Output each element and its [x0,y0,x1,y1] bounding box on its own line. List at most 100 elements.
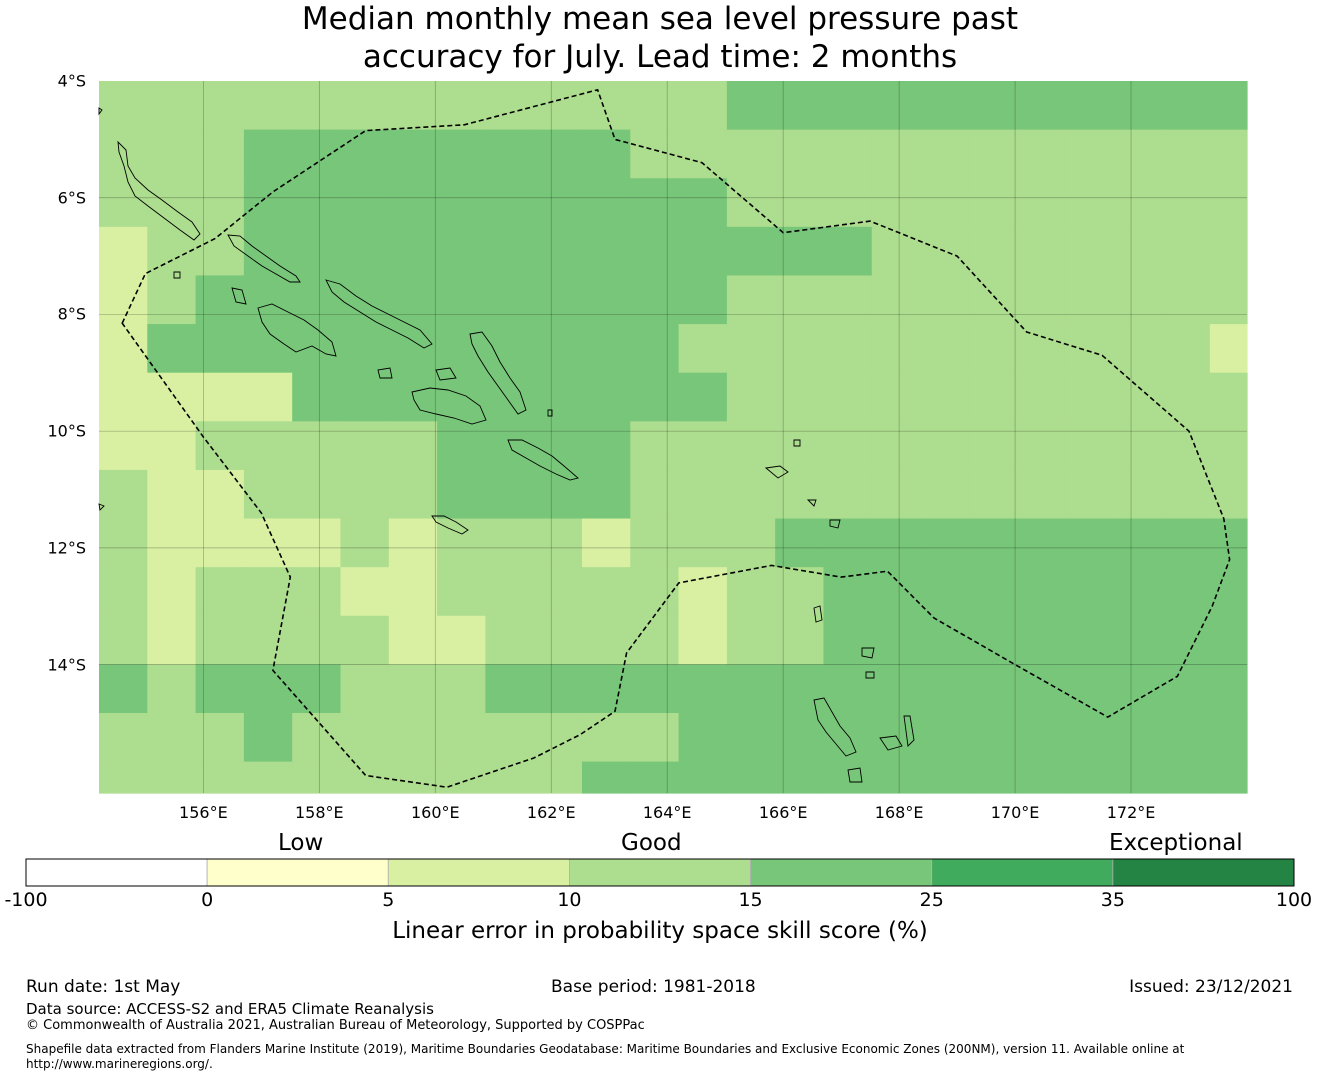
category-low: Low [278,830,324,856]
skill-cell [581,469,631,520]
skill-cell [1209,567,1248,617]
skill-cell [147,469,197,520]
skill-cell [195,178,245,228]
skill-cell [1113,421,1163,471]
skill-cell [533,469,583,520]
skill-cell [99,712,148,763]
skill-cell [340,469,390,520]
skill-cell [775,761,825,794]
island-small-2 [98,107,103,116]
skill-cell [968,567,1018,617]
skill-cell [533,129,583,179]
longitude-label: 166°E [758,803,808,822]
colorbar-tick-label: 0 [201,889,214,911]
skill-cell [1016,664,1066,714]
skill-cell [775,324,825,374]
skill-cell [678,81,728,131]
skill-cell [340,178,390,228]
longitude-label: 156°E [179,803,228,822]
skill-cell [630,761,680,794]
copyright: © Commonwealth of Australia 2021, Austra… [26,1018,645,1033]
island-choiseul [227,234,301,283]
skill-cell [99,226,148,277]
skill-cell [485,275,535,325]
skill-cell [147,761,197,794]
skill-cell [243,664,293,714]
island-rennell [431,515,469,535]
category-good: Good [621,830,682,856]
skill-cell [533,761,583,794]
island-malekula [879,735,903,751]
longitude-label: 168°E [874,803,924,822]
skill-cell [726,518,776,568]
skill-cell [1064,372,1114,422]
skill-cell [292,421,342,471]
skill-cell [726,129,776,179]
skill-cell [1113,469,1163,520]
skill-cell [292,372,342,422]
skill-cell [243,372,293,422]
skill-cell [1209,761,1248,794]
skill-cell [823,469,873,520]
skill-cell [1161,178,1211,228]
skill-cell [871,615,921,665]
longitude-label: 160°E [410,803,460,822]
latitude-label: 4°S [57,71,86,91]
skill-cell [533,567,583,617]
colorbar-tick-label: -100 [4,889,48,911]
skill-cell [775,469,825,520]
skill-cell [99,421,148,471]
skill-cell [485,615,535,665]
skill-cell [1064,129,1114,179]
skill-cell [292,178,342,228]
skill-cell [292,81,342,131]
skill-cell [292,615,342,665]
skill-cell [1113,129,1163,179]
island-shortlands [231,287,247,305]
skill-cell [1064,178,1114,228]
skill-cell [533,324,583,374]
skill-cell [968,372,1018,422]
base-period: Base period: 1981-2018 [551,977,756,997]
skill-cell [678,421,728,471]
skill-cell [437,712,486,763]
skill-cell [775,275,825,325]
skill-cell [775,615,825,665]
skill-cell [533,421,583,471]
skill-cell [1113,712,1163,763]
island-nggela [435,367,457,381]
skill-cell [195,129,245,179]
skill-cell [678,275,728,325]
skill-cell [630,567,680,617]
skill-cell [243,226,293,277]
skill-cell [871,664,921,714]
skill-cell [388,129,438,179]
skill-cell [243,615,293,665]
skill-cell [1113,372,1163,422]
skill-cell [1113,567,1163,617]
skill-cell [678,372,728,422]
skill-cell [485,226,535,277]
island-sikaiana [547,409,553,417]
skill-cell [920,324,969,374]
skill-cell [581,324,631,374]
skill-cell [823,567,873,617]
island-small-3 [98,503,105,511]
island-malaita [469,331,527,415]
skill-cell [437,372,486,422]
shapefile-credit-line-2: http://www.marineregions.org/. [26,1057,213,1071]
skill-cell [1016,226,1066,277]
skill-cell [99,615,148,665]
skill-cell [1064,421,1114,471]
skill-cell [726,372,776,422]
skill-cell [726,81,776,131]
skill-cell [1209,324,1248,374]
skill-cell [195,275,245,325]
skill-cell [1064,469,1114,520]
skill-cell [871,226,921,277]
skill-cell [920,664,969,714]
skill-cell [920,712,969,763]
skill-cell [388,275,438,325]
skill-cell [99,178,148,228]
skill-cell [340,81,390,131]
